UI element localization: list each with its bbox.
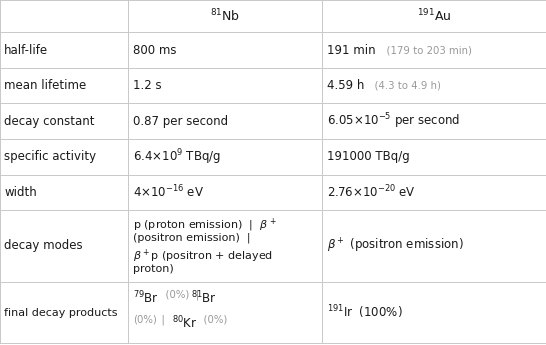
Text: $^{81}$Br: $^{81}$Br [191,289,217,306]
Text: $6.4{\times}10^{9}$ TBq/g: $6.4{\times}10^{9}$ TBq/g [133,147,221,167]
Text: 800 ms: 800 ms [133,44,176,57]
Text: mean lifetime: mean lifetime [4,79,87,92]
Text: width: width [4,186,37,199]
Text: $^{191}$Ir  (100%): $^{191}$Ir (100%) [327,304,402,322]
Text: (4.3 to 4.9 h): (4.3 to 4.9 h) [368,81,441,91]
Text: (0%): (0%) [133,314,157,324]
Text: $4{\times}10^{-16}$ eV: $4{\times}10^{-16}$ eV [133,184,204,201]
Text: $6.05{\times}10^{-5}$ per second: $6.05{\times}10^{-5}$ per second [327,111,460,131]
Text: (positron emission)  |: (positron emission) | [133,232,250,243]
Text: 191 min: 191 min [327,44,375,57]
Text: |: | [155,314,171,325]
Text: $\beta^+$p (positron + delayed: $\beta^+$p (positron + delayed [133,248,272,265]
Text: (0%)  |: (0%) | [159,289,206,300]
Text: $\beta^+$ (positron emission): $\beta^+$ (positron emission) [327,237,463,255]
Text: 1.2 s: 1.2 s [133,79,161,92]
Text: $^{191}$Au: $^{191}$Au [417,8,452,24]
Text: proton): proton) [133,264,174,274]
Text: $^{79}$Br: $^{79}$Br [133,289,159,306]
Text: (0%): (0%) [197,314,228,324]
Text: (179 to 203 min): (179 to 203 min) [380,45,472,55]
Text: $2.76{\times}10^{-20}$ eV: $2.76{\times}10^{-20}$ eV [327,184,416,201]
Text: decay constant: decay constant [4,115,95,128]
Text: p (proton emission)  |  $\beta^+$: p (proton emission) | $\beta^+$ [133,216,276,234]
Text: $^{80}$Kr: $^{80}$Kr [172,314,198,331]
Text: 191000 TBq/g: 191000 TBq/g [327,150,410,163]
Text: decay modes: decay modes [4,239,83,253]
Text: $^{81}$Nb: $^{81}$Nb [210,8,240,24]
Text: 0.87 per second: 0.87 per second [133,115,228,128]
Text: final decay products: final decay products [4,308,118,317]
Text: half-life: half-life [4,44,49,57]
Text: specific activity: specific activity [4,150,97,163]
Text: 4.59 h: 4.59 h [327,79,364,92]
